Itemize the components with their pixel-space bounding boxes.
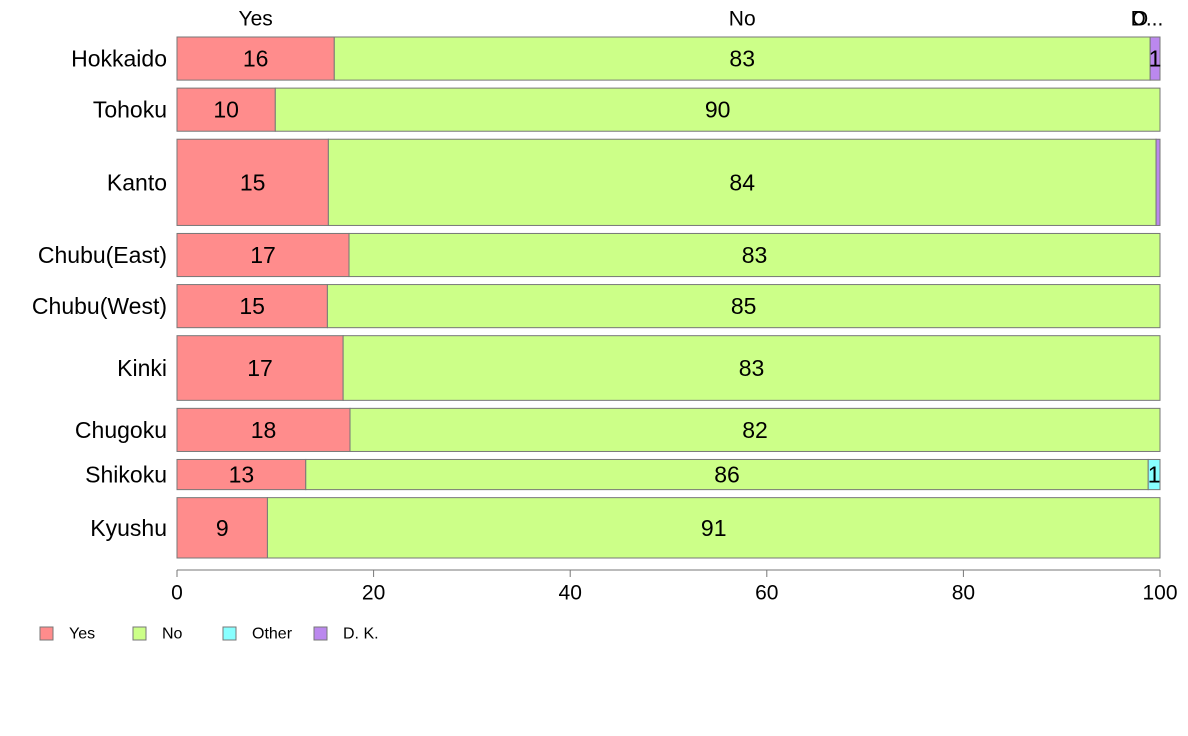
bar-segment-d-k [1155,138,1161,226]
x-tick-label: 40 [559,582,582,605]
legend-item-other: Other [222,626,293,643]
category-label: Hokkaido [71,46,167,72]
bar-row-kyushu: Kyushu 9 91 [90,497,1161,559]
data-label: 17 [247,355,273,381]
legend-label: D. K. [343,626,379,643]
top-label-0: Yes [239,8,273,31]
x-tick-label: 60 [755,582,778,605]
data-label: 90 [705,97,731,123]
bar-rows: Hokkaido 16 83 1 Tohoku 10 90 Kanto 15 84 Chubu(Ea… [32,36,1162,559]
data-label: 84 [729,169,755,195]
bar-segment-yes [176,138,329,226]
bar-row-shikoku: Shikoku 13 86 1 [85,458,1161,491]
category-label: Chubu(East) [38,242,167,268]
data-label: 15 [240,169,266,195]
bar-segment-no [326,284,1161,329]
legend-swatch [132,626,147,641]
category-label: Tohoku [93,97,167,123]
legend-swatch [39,626,54,641]
bar-segment-yes [176,284,328,329]
data-label: 10 [213,97,239,123]
data-label: 91 [701,515,727,541]
legend-item-yes: Yes [39,626,95,643]
bar-row-tohoku: Tohoku 10 90 [93,87,1161,132]
bar-row-chubu-east: Chubu(East) 17 83 [38,232,1161,278]
bar-segment-yes [176,458,307,491]
legend-label: Yes [69,626,95,643]
x-tick-label: 20 [362,582,385,605]
bar-segment-no [333,36,1151,81]
bar-segment-no [349,407,1161,452]
bar-segment-no [274,87,1161,132]
bar-row-kinki: Kinki 17 83 [117,335,1161,401]
bar-row-chubu-west: Chubu(West) 15 85 [32,284,1161,329]
legend-label: Other [252,626,293,643]
data-label: 1 [1148,462,1161,488]
bar-row-hokkaido: Hokkaido 16 83 1 [71,36,1162,81]
data-label: 18 [251,417,277,443]
bar-segment-yes [176,232,350,278]
bar-segment-yes [176,87,276,132]
top-label-3: D... [1131,8,1164,31]
category-label: Chugoku [75,417,167,443]
category-label: Kanto [107,169,167,195]
x-tick-label: 80 [952,582,975,605]
bar-segment-no [266,497,1161,559]
data-label: 85 [731,293,757,319]
top-label-1: No [729,8,756,31]
bar-segment-yes [176,335,344,401]
legend-swatch [222,626,237,641]
data-label: 16 [243,46,269,72]
bar-segment-no [342,335,1161,401]
bar-segment-no [327,138,1157,226]
top-label-2: O [1132,8,1148,31]
category-label: Kinki [117,355,167,381]
legend-label: No [162,626,183,643]
bar-row-kanto: Kanto 15 84 [107,138,1161,226]
data-label: 13 [229,462,255,488]
data-label: 15 [239,293,265,319]
top-category-labels: Yes No OD... [239,8,1164,31]
data-label: 82 [742,417,768,443]
data-label: 9 [216,515,229,541]
bar-segment-no [348,232,1161,278]
data-label: 1 [1149,46,1162,72]
x-axis: 0 20 40 60 80 100 [171,569,1178,605]
bar-segment-other [1147,458,1161,491]
bar-segment-yes [176,407,351,452]
data-label: 86 [714,462,740,488]
bar-segment-d-k [1149,36,1161,81]
data-label: 83 [729,46,755,72]
x-tick-label: 100 [1142,582,1177,605]
legend-item-d-k: D. K. [313,626,379,643]
bar-row-chugoku: Chugoku 18 82 [75,407,1161,452]
category-label: Chubu(West) [32,293,167,319]
legend: Yes No Other D. K. [39,626,379,643]
data-label: 83 [739,355,765,381]
legend-item-no: No [132,626,183,643]
category-label: Shikoku [85,462,167,488]
data-label: 17 [250,242,276,268]
legend-swatch [313,626,328,641]
data-label: 83 [742,242,768,268]
x-tick-label: 0 [171,582,183,605]
bar-segment-no [305,458,1149,491]
bar-segment-yes [176,497,268,559]
category-label: Kyushu [90,515,167,541]
